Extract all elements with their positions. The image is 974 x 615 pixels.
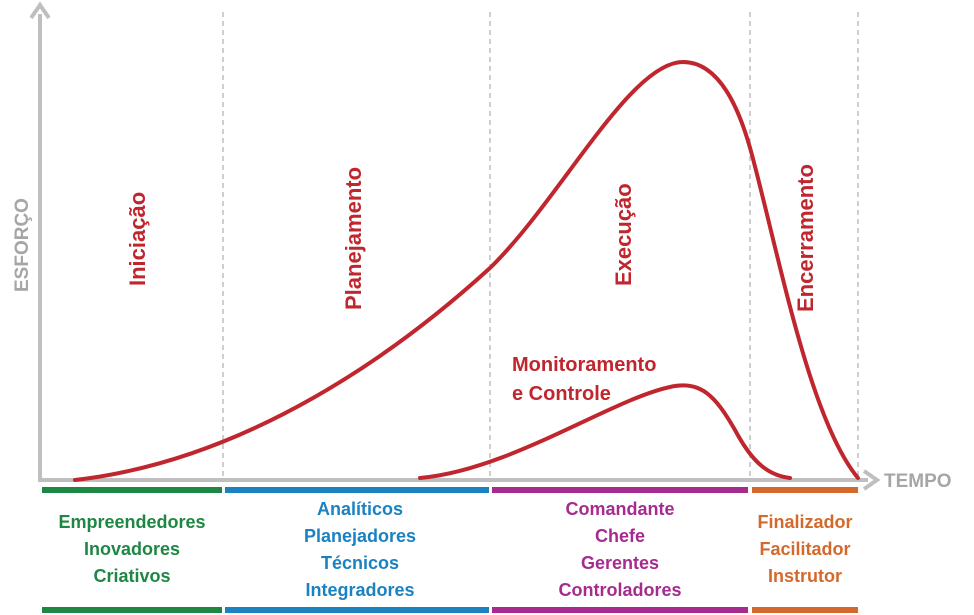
- role-group-4: Finalizador Facilitador Instrutor: [757, 512, 852, 586]
- x-axis-label: TEMPO: [884, 471, 952, 492]
- role-item: Criativos: [93, 566, 170, 586]
- role-item: Gerentes: [581, 553, 659, 573]
- phase-label-planejamento: Planejamento: [341, 167, 366, 310]
- role-item: Finalizador: [757, 512, 852, 532]
- group-3-top-bar: [492, 487, 748, 493]
- main-effort-curve: [73, 59, 860, 482]
- group-1-top-bar: [42, 487, 222, 493]
- role-group-3: Comandante Chefe Gerentes Controladores: [558, 499, 681, 600]
- role-bars: [42, 487, 858, 613]
- group-3-bottom-bar: [492, 607, 748, 613]
- role-item: Instrutor: [768, 566, 842, 586]
- phase-label-iniciacao: Iniciação: [125, 192, 150, 286]
- group-2-top-bar: [225, 487, 489, 493]
- phase-label-execucao: Execução: [611, 183, 636, 286]
- effort-curves: Monitoramento e Controle: [73, 59, 860, 482]
- group-1-bottom-bar: [42, 607, 222, 613]
- x-axis-arrow: [862, 469, 881, 491]
- role-item: Chefe: [595, 526, 645, 546]
- group-4-bottom-bar: [752, 607, 858, 613]
- role-item: Inovadores: [84, 539, 180, 559]
- role-item: Facilitador: [759, 539, 850, 559]
- role-group-2: Analíticos Planejadores Técnicos Integra…: [304, 499, 416, 600]
- phase-labels: Iniciação Planejamento Execução Encerram…: [125, 164, 818, 312]
- group-2-bottom-bar: [225, 607, 489, 613]
- group-4-top-bar: [752, 487, 858, 493]
- role-item: Planejadores: [304, 526, 416, 546]
- role-item: Controladores: [558, 580, 681, 600]
- y-axis-arrow: [29, 1, 51, 20]
- role-item: Empreendedores: [58, 512, 205, 532]
- role-item: Analíticos: [317, 499, 403, 519]
- y-axis-label: ESFORÇO: [12, 198, 33, 292]
- axes: ESFORÇO TEMPO: [12, 1, 952, 492]
- role-item: Técnicos: [321, 553, 399, 573]
- phase-dividers: [222, 12, 859, 480]
- phase-label-encerramento: Encerramento: [793, 164, 818, 312]
- monitoring-label-line1: Monitoramento: [512, 354, 656, 376]
- monitoring-label-line2: e Controle: [512, 383, 611, 405]
- monitoring-control-curve: [418, 383, 792, 480]
- role-item: Comandante: [565, 499, 674, 519]
- role-item: Integradores: [305, 580, 414, 600]
- role-group-1: Empreendedores Inovadores Criativos: [58, 512, 205, 586]
